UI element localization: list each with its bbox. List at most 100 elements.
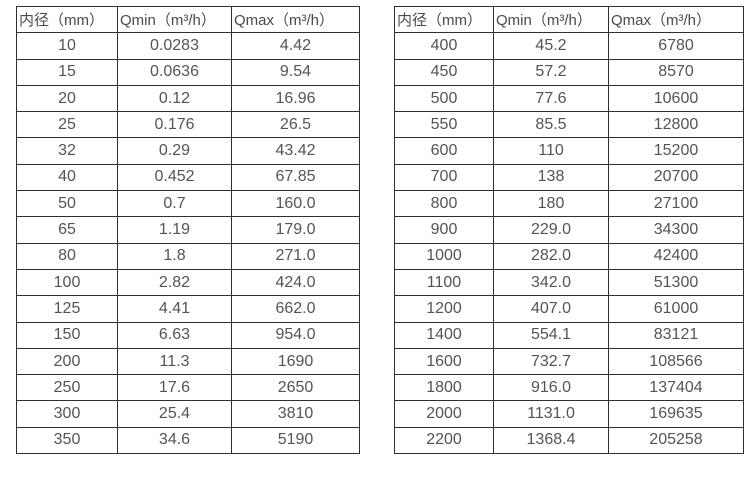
table-row: 200 11.3 1690 bbox=[16, 347, 360, 376]
table-cell: 108566 bbox=[608, 347, 744, 376]
table-row: 450 57.2 8570 bbox=[394, 58, 744, 86]
table-cell: 229.0 bbox=[493, 216, 609, 244]
column-header: Qmax（m³/h） bbox=[608, 5, 744, 34]
table-cell: 11.3 bbox=[117, 347, 232, 376]
table-cell: 0.0283 bbox=[117, 32, 232, 60]
table-cell: 1400 bbox=[394, 321, 494, 349]
header-row: 内径（mm） Qmin（m³/h） Qmax（m³/h） bbox=[394, 5, 744, 34]
table-cell: 0.452 bbox=[117, 163, 232, 192]
table-cell: 282.0 bbox=[493, 242, 609, 270]
table-row: 2200 1368.4 205258 bbox=[394, 426, 744, 455]
table-cell: 1.8 bbox=[117, 242, 232, 270]
table-cell: 1100 bbox=[394, 268, 494, 297]
table-cell: 800 bbox=[394, 190, 494, 218]
table-cell: 61000 bbox=[608, 295, 744, 323]
table-cell: 179.0 bbox=[231, 216, 360, 244]
table-cell: 1690 bbox=[231, 347, 360, 376]
table-row: 40 0.452 67.85 bbox=[16, 163, 360, 192]
table-cell: 3810 bbox=[231, 400, 360, 428]
table-row: 900 229.0 34300 bbox=[394, 216, 744, 244]
table-cell: 65 bbox=[16, 216, 118, 244]
table-cell: 350 bbox=[16, 426, 118, 455]
table-cell: 6780 bbox=[608, 32, 744, 60]
table-cell: 2200 bbox=[394, 426, 494, 455]
table-cell: 45.2 bbox=[493, 32, 609, 60]
table-cell: 85.5 bbox=[493, 111, 609, 139]
table-cell: 1600 bbox=[394, 347, 494, 376]
table-cell: 4.41 bbox=[117, 295, 232, 323]
table-row: 300 25.4 3810 bbox=[16, 400, 360, 428]
table-cell: 1800 bbox=[394, 374, 494, 402]
table-cell: 8570 bbox=[608, 58, 744, 86]
table-cell: 342.0 bbox=[493, 268, 609, 297]
column-header: 内径（mm） bbox=[394, 5, 494, 34]
table-row: 550 85.5 12800 bbox=[394, 111, 744, 139]
table-cell: 662.0 bbox=[231, 295, 360, 323]
table-cell: 205258 bbox=[608, 426, 744, 455]
table-cell: 732.7 bbox=[493, 347, 609, 376]
table-cell: 80 bbox=[16, 242, 118, 270]
table-cell: 110 bbox=[493, 137, 609, 165]
table-row: 20 0.12 16.96 bbox=[16, 84, 360, 113]
table-cell: 1368.4 bbox=[493, 426, 609, 455]
table-cell: 250 bbox=[16, 374, 118, 402]
table-row: 800 180 27100 bbox=[394, 190, 744, 218]
table-cell: 12800 bbox=[608, 111, 744, 139]
table-row: 150 6.63 954.0 bbox=[16, 321, 360, 349]
table-cell: 700 bbox=[394, 163, 494, 192]
table-cell: 954.0 bbox=[231, 321, 360, 349]
table-row: 600 110 15200 bbox=[394, 137, 744, 165]
table-cell: 1000 bbox=[394, 242, 494, 270]
table-row: 500 77.6 10600 bbox=[394, 84, 744, 113]
table-cell: 34300 bbox=[608, 216, 744, 244]
table-cell: 2.82 bbox=[117, 268, 232, 297]
table-row: 400 45.2 6780 bbox=[394, 32, 744, 60]
table-cell: 424.0 bbox=[231, 268, 360, 297]
table-cell: 1.19 bbox=[117, 216, 232, 244]
table-cell: 43.42 bbox=[231, 137, 360, 165]
table-row: 65 1.19 179.0 bbox=[16, 216, 360, 244]
table-row: 10 0.0283 4.42 bbox=[16, 32, 360, 60]
table-row: 125 4.41 662.0 bbox=[16, 295, 360, 323]
table-row: 1800 916.0 137404 bbox=[394, 374, 744, 402]
table-cell: 10600 bbox=[608, 84, 744, 113]
table-cell: 2650 bbox=[231, 374, 360, 402]
table-cell: 554.1 bbox=[493, 321, 609, 349]
table-cell: 15200 bbox=[608, 137, 744, 165]
table-cell: 169635 bbox=[608, 400, 744, 428]
table-row: 50 0.7 160.0 bbox=[16, 190, 360, 218]
table-row: 32 0.29 43.42 bbox=[16, 137, 360, 165]
column-header: Qmin（m³/h） bbox=[117, 5, 232, 34]
table-row: 100 2.82 424.0 bbox=[16, 268, 360, 297]
table-cell: 20 bbox=[16, 84, 118, 113]
table-row: 700 138 20700 bbox=[394, 163, 744, 192]
table-cell: 500 bbox=[394, 84, 494, 113]
table-cell: 4.42 bbox=[231, 32, 360, 60]
column-header: Qmin（m³/h） bbox=[493, 5, 609, 34]
table-cell: 25 bbox=[16, 111, 118, 139]
table-row: 80 1.8 271.0 bbox=[16, 242, 360, 270]
table-cell: 0.12 bbox=[117, 84, 232, 113]
table-cell: 100 bbox=[16, 268, 118, 297]
table-cell: 0.7 bbox=[117, 190, 232, 218]
table-cell: 1200 bbox=[394, 295, 494, 323]
table-row: 2000 1131.0 169635 bbox=[394, 400, 744, 428]
table-cell: 407.0 bbox=[493, 295, 609, 323]
table-cell: 27100 bbox=[608, 190, 744, 218]
table-cell: 916.0 bbox=[493, 374, 609, 402]
table-cell: 15 bbox=[16, 58, 118, 86]
table-cell: 51300 bbox=[608, 268, 744, 297]
table-body: 400 45.2 6780 450 57.2 8570 500 77.6 10600 550 85.… bbox=[394, 32, 744, 455]
table-cell: 160.0 bbox=[231, 190, 360, 218]
table-cell: 25.4 bbox=[117, 400, 232, 428]
table-cell: 16.96 bbox=[231, 84, 360, 113]
table-cell: 42400 bbox=[608, 242, 744, 270]
table-cell: 0.176 bbox=[117, 111, 232, 139]
table-cell: 83121 bbox=[608, 321, 744, 349]
table-row: 1100 342.0 51300 bbox=[394, 268, 744, 297]
table-body: 10 0.0283 4.42 15 0.0636 9.54 20 0.12 16.96 25 0.1… bbox=[16, 32, 360, 455]
table-cell: 150 bbox=[16, 321, 118, 349]
table-cell: 400 bbox=[394, 32, 494, 60]
flow-rate-table-large-diameters: 内径（mm） Qmin（m³/h） Qmax（m³/h） 400 45.2 6780 45… bbox=[394, 5, 744, 455]
table-cell: 26.5 bbox=[231, 111, 360, 139]
